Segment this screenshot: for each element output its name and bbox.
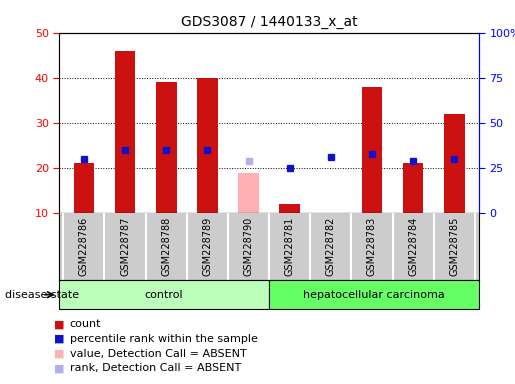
- Text: GSM228785: GSM228785: [449, 217, 459, 276]
- Bar: [115, 51, 135, 213]
- Text: count: count: [70, 319, 101, 329]
- FancyBboxPatch shape: [59, 280, 269, 309]
- Text: GSM228782: GSM228782: [326, 217, 336, 276]
- Text: control: control: [145, 290, 183, 300]
- Bar: [362, 87, 382, 213]
- Text: rank, Detection Call = ABSENT: rank, Detection Call = ABSENT: [70, 363, 241, 373]
- Text: ■: ■: [54, 319, 64, 329]
- Bar: [197, 78, 218, 213]
- Text: percentile rank within the sample: percentile rank within the sample: [70, 334, 258, 344]
- Text: GSM228788: GSM228788: [161, 217, 171, 276]
- Bar: [279, 204, 300, 213]
- Text: ■: ■: [54, 334, 64, 344]
- Text: ■: ■: [54, 363, 64, 373]
- Text: GSM228790: GSM228790: [244, 217, 253, 276]
- FancyBboxPatch shape: [269, 280, 479, 309]
- Bar: [444, 114, 465, 213]
- Text: disease state: disease state: [5, 290, 79, 300]
- Text: ■: ■: [54, 349, 64, 359]
- Bar: [156, 82, 177, 213]
- Text: hepatocellular carcinoma: hepatocellular carcinoma: [303, 290, 445, 300]
- Bar: [74, 164, 94, 213]
- Text: GSM228787: GSM228787: [120, 217, 130, 276]
- Bar: [403, 164, 423, 213]
- Text: GSM228784: GSM228784: [408, 217, 418, 276]
- Text: GSM228789: GSM228789: [202, 217, 212, 276]
- Title: GDS3087 / 1440133_x_at: GDS3087 / 1440133_x_at: [181, 15, 357, 29]
- Text: GSM228783: GSM228783: [367, 217, 377, 276]
- Bar: [238, 172, 259, 213]
- Text: GSM228781: GSM228781: [285, 217, 295, 276]
- Text: GSM228786: GSM228786: [79, 217, 89, 276]
- Text: value, Detection Call = ABSENT: value, Detection Call = ABSENT: [70, 349, 246, 359]
